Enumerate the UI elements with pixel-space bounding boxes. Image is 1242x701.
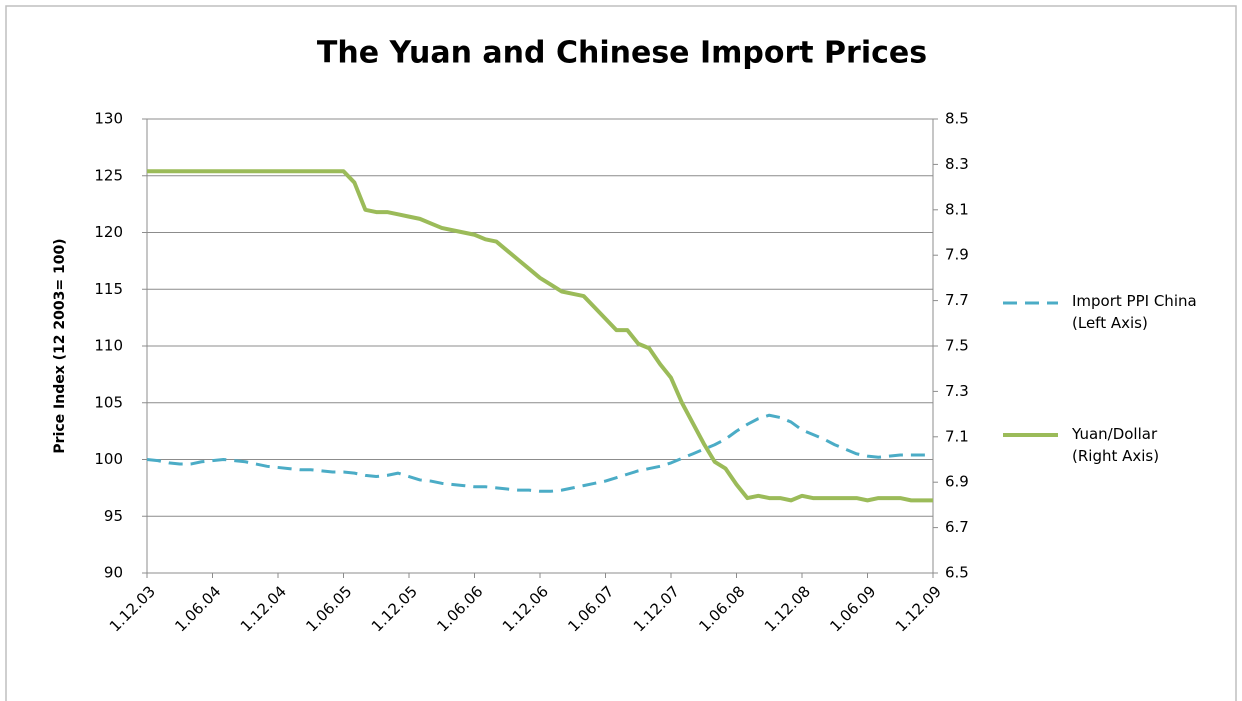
y2-tick-label: 7.9 — [945, 246, 969, 264]
y-tick-label: 95 — [104, 507, 123, 525]
y-tick-label: 115 — [94, 280, 123, 298]
y2-tick-label: 6.9 — [945, 473, 969, 491]
y-axis-title: Price Index (12 2003= 100) — [52, 238, 68, 453]
y2-tick-label: 8.1 — [945, 200, 969, 218]
series-line — [146, 413, 933, 493]
y2-tick-label: 7.1 — [945, 427, 969, 445]
legend-label: Yuan/Dollar (Right Axis) — [1072, 425, 1160, 465]
chart-title: The Yuan and Chinese Import Prices — [317, 36, 927, 71]
y2-tick-label: 7.5 — [945, 337, 969, 355]
y2-tick-label: 6.7 — [945, 518, 969, 536]
y-tick-label: 105 — [94, 393, 123, 411]
y2-tick-label: 6.5 — [945, 564, 969, 582]
y-tick-label: 120 — [94, 223, 123, 241]
y2-tick-label: 7.3 — [945, 382, 969, 400]
y2-tick-label: 8.3 — [945, 155, 969, 173]
y-tick-label: 90 — [104, 564, 123, 582]
series-line — [147, 169, 933, 503]
y2-tick-label: 8.5 — [945, 110, 969, 128]
y-tick-label: 125 — [94, 166, 123, 184]
y-tick-label: 110 — [94, 337, 123, 355]
y2-tick-label: 7.7 — [945, 291, 969, 309]
y-tick-label: 130 — [94, 110, 123, 128]
y-tick-label: 100 — [94, 450, 123, 468]
chart-frame — [5, 5, 1237, 701]
legend-label: Import PPI China (Left Axis) — [1072, 292, 1197, 332]
